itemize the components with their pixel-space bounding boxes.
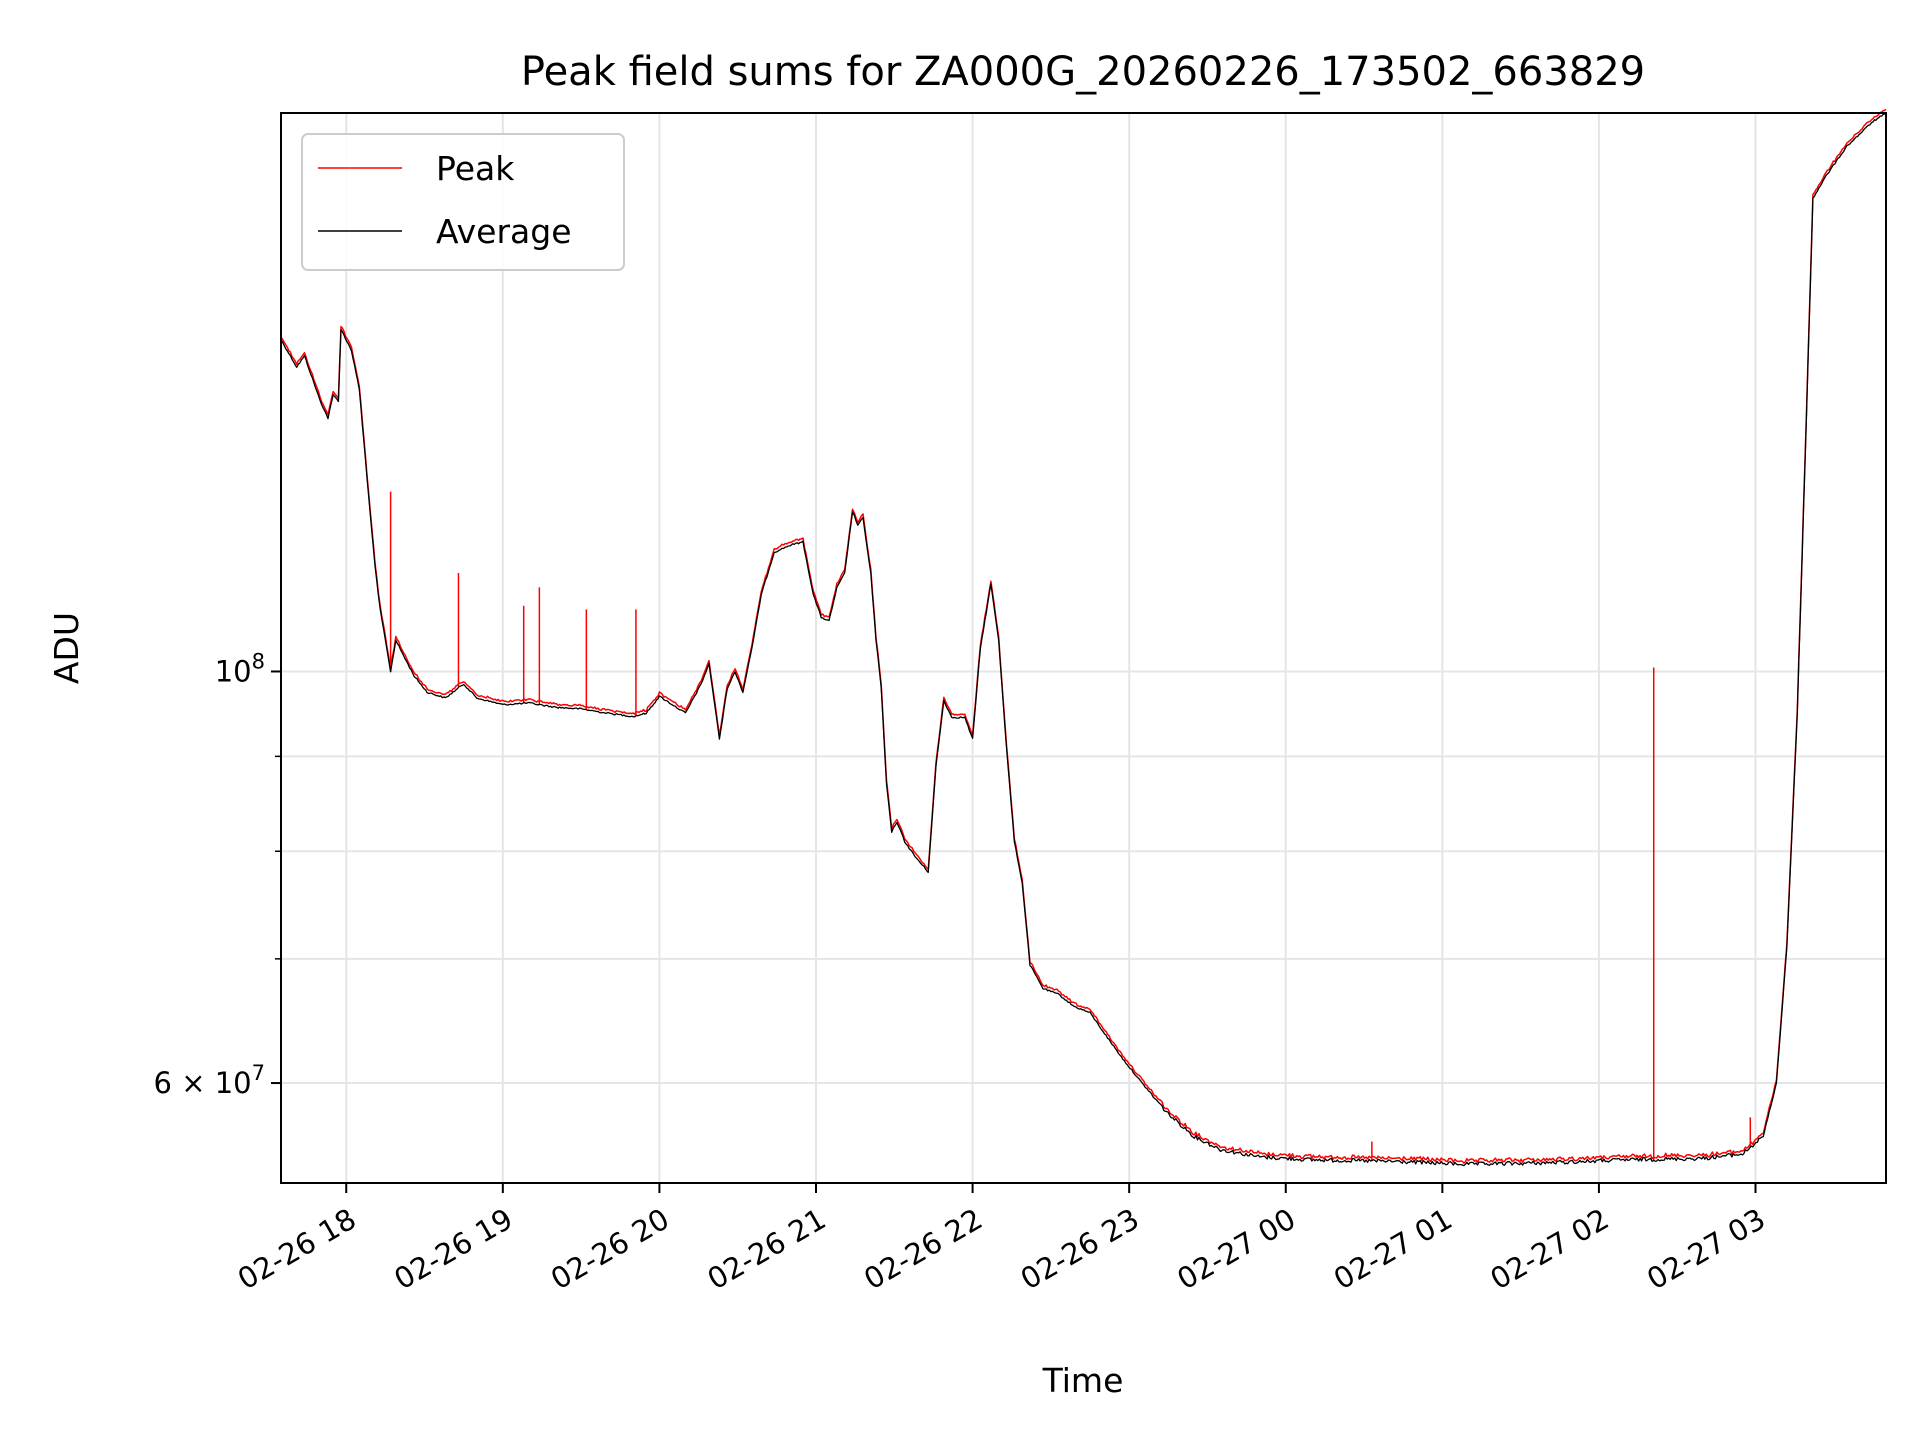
x-axis-label: Time xyxy=(1042,1361,1124,1400)
chart-title: Peak field sums for ZA000G_20260226_1735… xyxy=(521,49,1645,95)
grid-lines xyxy=(281,113,1886,1183)
y-axis: 108 6 × 107 xyxy=(154,649,281,1100)
series-lines xyxy=(280,108,1887,1167)
legend-label-peak: Peak xyxy=(436,149,515,188)
plot-background xyxy=(281,113,1886,1183)
legend-label-average: Average xyxy=(436,212,572,251)
series-line-peak xyxy=(280,108,1887,1164)
plot-area xyxy=(280,108,1887,1184)
y-tick-label: 6 × 107 xyxy=(154,1061,265,1100)
legend: Peak Average xyxy=(301,133,625,271)
series-line-average xyxy=(280,112,1887,1167)
y-axis-label: ADU xyxy=(47,612,86,684)
plot-frame xyxy=(280,112,1887,1184)
y-tick-label: 108 xyxy=(215,649,265,688)
